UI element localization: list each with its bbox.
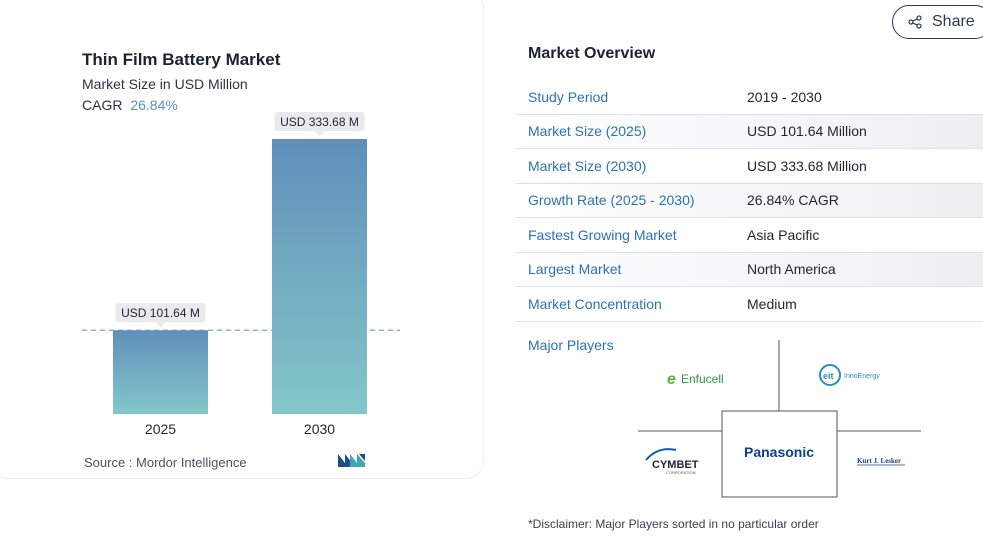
overview-row-fastest-growing: Fastest Growing Market Asia Pacific bbox=[516, 218, 983, 253]
panasonic-logo[interactable]: Panasonic bbox=[744, 444, 814, 460]
cymbet-logo[interactable]: CYMBET CORPORATION bbox=[645, 448, 699, 475]
row-value: USD 333.68 Million bbox=[747, 157, 867, 174]
major-players-diagram: e Enfucell eit InnoEnergy Panasonic CYMB… bbox=[638, 340, 921, 498]
share-button[interactable]: Share bbox=[892, 5, 983, 39]
row-key[interactable]: Market Size (2030) bbox=[528, 157, 647, 174]
bar-chart: USD 101.64 M 2025 USD 333.68 M 2030 bbox=[82, 112, 400, 437]
data-label: USD 101.64 M bbox=[121, 306, 200, 320]
row-key[interactable]: Study Period bbox=[528, 88, 609, 105]
share-icon bbox=[908, 15, 922, 29]
enfucell-text: Enfucell bbox=[681, 372, 724, 386]
overview-table: Study Period 2019 - 2030 Market Size (20… bbox=[516, 80, 983, 322]
chart-source: Source : Mordor Intelligence bbox=[84, 455, 247, 470]
data-label-bg bbox=[115, 303, 206, 323]
innoenergy-icon bbox=[819, 364, 841, 386]
cagr-label: CAGR bbox=[82, 97, 123, 113]
overview-row-market-size-2030: Market Size (2030) USD 333.68 Million bbox=[516, 149, 983, 184]
chart-card bbox=[0, 0, 484, 479]
major-players-label[interactable]: Major Players bbox=[528, 337, 614, 353]
innoenergy-mark: eit bbox=[823, 371, 834, 381]
cymbet-text: CYMBET bbox=[652, 459, 699, 471]
row-key[interactable]: Market Size (2025) bbox=[528, 123, 647, 140]
cymbet-swoosh-icon bbox=[645, 448, 677, 461]
x-tick-label: 2030 bbox=[304, 421, 335, 437]
cagr-value: 26.84% bbox=[130, 97, 178, 113]
row-value: 2019 - 2030 bbox=[747, 88, 822, 105]
chart-title: Thin Film Battery Market bbox=[82, 50, 281, 69]
row-value: 26.84% CAGR bbox=[747, 192, 839, 209]
x-tick-label: 2025 bbox=[145, 421, 176, 437]
svg-text:e: e bbox=[667, 371, 676, 388]
chart-cagr: CAGR 26.84% bbox=[82, 97, 178, 113]
bar-2030 bbox=[272, 139, 367, 414]
chart-subtitle: Market Size in USD Million bbox=[82, 76, 248, 92]
row-key[interactable]: Market Concentration bbox=[528, 295, 662, 312]
overview-row-study-period: Study Period 2019 - 2030 bbox=[516, 80, 983, 115]
lesker-text: Kurt J. Lesker bbox=[857, 457, 901, 465]
disclaimer: *Disclaimer: Major Players sorted in no … bbox=[528, 517, 819, 531]
center-box bbox=[721, 410, 838, 498]
row-value: USD 101.64 Million bbox=[747, 123, 867, 140]
cymbet-sub-text: CORPORATION bbox=[666, 470, 696, 475]
overview-row-concentration: Market Concentration Medium bbox=[516, 287, 983, 322]
data-label: USD 333.68 M bbox=[280, 115, 359, 129]
row-key[interactable]: Fastest Growing Market bbox=[528, 226, 677, 243]
kurt-lesker-logo[interactable]: Kurt J. Lesker bbox=[857, 457, 905, 466]
bar-2025 bbox=[113, 330, 208, 414]
innoenergy-text: InnoEnergy bbox=[844, 373, 880, 380]
overview-row-largest-market: Largest Market North America bbox=[516, 252, 983, 287]
row-key[interactable]: Largest Market bbox=[528, 261, 622, 278]
row-key[interactable]: Growth Rate (2025 - 2030) bbox=[528, 192, 695, 209]
data-label-pointer bbox=[314, 131, 325, 136]
mordor-intelligence-logo-icon bbox=[338, 454, 365, 467]
row-value: North America bbox=[747, 261, 836, 278]
overview-title: Market Overview bbox=[528, 45, 656, 62]
overview-row-growth-rate: Growth Rate (2025 - 2030) 26.84% CAGR bbox=[516, 183, 983, 218]
data-label-pointer bbox=[155, 322, 166, 328]
share-label: Share bbox=[932, 13, 975, 30]
row-value: Medium bbox=[747, 295, 797, 312]
overview-row-market-size-2025: Market Size (2025) USD 101.64 Million bbox=[516, 114, 983, 149]
innoenergy-logo[interactable]: eit InnoEnergy bbox=[819, 364, 880, 386]
enfucell-logo[interactable]: e Enfucell bbox=[667, 371, 724, 388]
data-label-bg bbox=[274, 112, 365, 131]
row-value: Asia Pacific bbox=[747, 226, 820, 243]
